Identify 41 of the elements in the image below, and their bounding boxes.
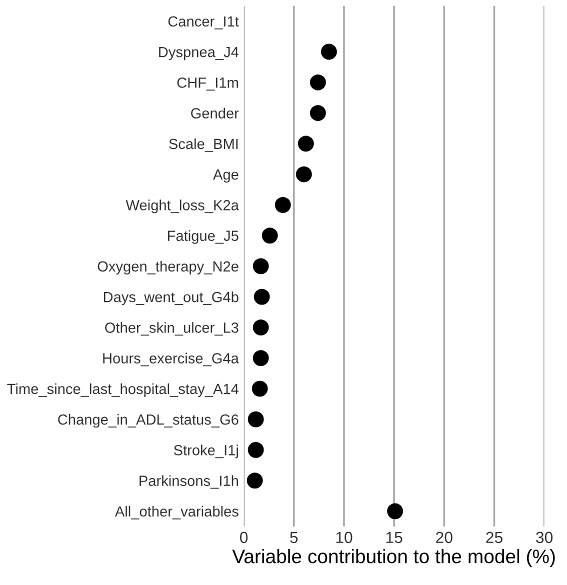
x-tick-label: 20 [436,532,452,544]
x-tick-label: 25 [486,532,502,544]
x-axis-title: Variable contribution to the model (%) [232,549,555,568]
y-tick-label: Scale_BMI [169,138,238,152]
point [248,411,264,428]
point [252,258,269,274]
y-tick-label: Change_in_ADL_status_G6 [58,414,238,428]
point [252,380,268,397]
y-tick-label: Dyspnea_J4 [159,47,239,60]
y-tick-label: Weight_loss_K2a [126,200,239,214]
point [246,472,263,489]
y-tick-label: Gender [191,108,239,118]
point [310,105,326,122]
y-tick-label: CHF_I1m [177,78,238,91]
y-tick-label: Oxygen_therapy_N2e [98,260,238,274]
y-tick-label: All_other_variables [114,506,238,520]
point [387,503,404,520]
x-tick-label: 5 [290,532,298,544]
point [252,319,269,336]
y-tick-label: Cancer_I1t [168,16,239,30]
y-tick-label: Other_skin_ulcer_L3 [105,322,238,336]
point [298,136,314,152]
y-tick-label: Fatigue_J5 [168,230,238,244]
point [252,350,269,366]
point [310,74,326,90]
point [296,166,312,182]
point [320,44,337,60]
y-tick-label: Hours_exercise_G4a [103,352,239,366]
point [262,228,278,244]
y-tick-label: Time_since_last_hospital_stay_A14 [7,383,239,397]
y-tick-label: Parkinsons_I1h [140,475,238,489]
point [248,442,264,458]
point [254,288,270,305]
x-tick-label: 10 [336,532,352,544]
y-tick-label: Stroke_I1j [174,444,238,458]
y-tick-label: Days_went_out_G4b [104,292,238,306]
y-tick-label: Age [213,170,238,183]
point [274,196,291,213]
x-tick-label: 0 [240,532,248,544]
x-tick-label: 15 [386,532,402,544]
x-tick-label: 30 [536,532,553,544]
